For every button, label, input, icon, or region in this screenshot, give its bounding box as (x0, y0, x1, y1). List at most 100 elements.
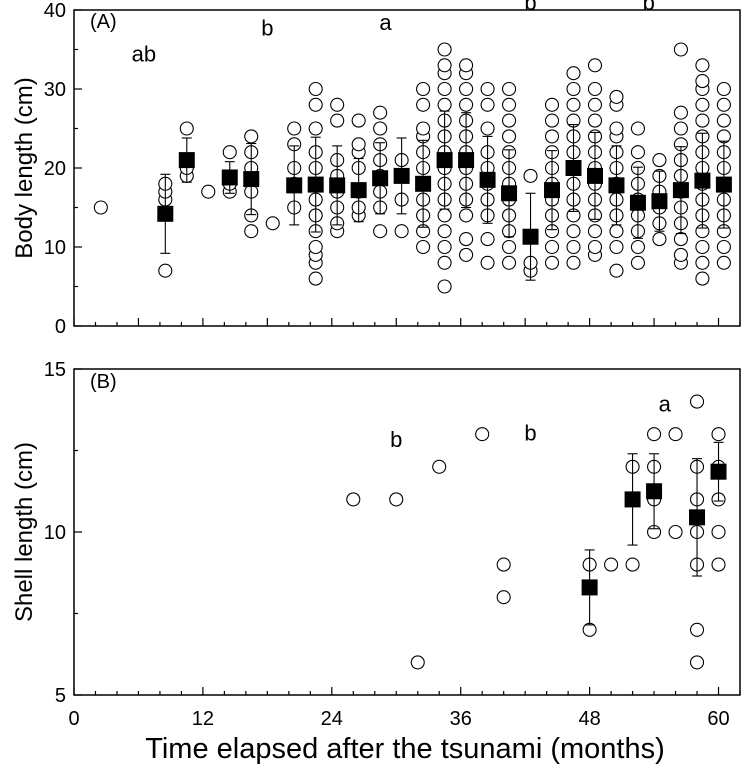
mean-marker (501, 185, 518, 202)
data-point (416, 121, 431, 136)
data-point (695, 74, 710, 89)
mean-marker (581, 579, 598, 596)
x-axis-title: Time elapsed after the tsunami (months) (145, 733, 665, 765)
data-point (501, 81, 517, 97)
panel-label: (B) (90, 371, 117, 393)
data-point (201, 184, 216, 199)
data-point (695, 271, 710, 286)
mean-marker (243, 171, 260, 188)
data-point (689, 655, 705, 670)
y-tick-label: 40 (44, 0, 66, 22)
data-point (711, 524, 726, 540)
data-point (410, 655, 425, 670)
data-point (501, 239, 517, 255)
mean-marker (672, 182, 689, 199)
data-point (459, 247, 474, 262)
mean-marker (544, 182, 561, 199)
data-point (566, 81, 581, 97)
data-point (480, 255, 495, 270)
data-point (437, 255, 452, 270)
data-point (544, 129, 560, 144)
y-tick-label: 10 (44, 522, 66, 544)
data-point (308, 81, 323, 97)
data-point (416, 239, 431, 255)
y-tick-label: 5 (55, 685, 66, 707)
x-tick-label: 36 (450, 708, 472, 730)
mean-marker (522, 228, 539, 245)
significance-letter: b (390, 427, 402, 452)
data-point (308, 121, 323, 136)
data-point (330, 113, 345, 128)
mean-marker (415, 175, 432, 192)
data-point (609, 239, 624, 255)
data-point (459, 81, 474, 97)
data-point (244, 129, 259, 144)
data-point (373, 121, 388, 136)
data-point (308, 271, 323, 286)
significance-letter: b (524, 0, 536, 15)
data-point (432, 459, 447, 474)
data-point (501, 255, 517, 270)
data-point (480, 97, 495, 112)
mean-marker (479, 171, 496, 188)
data-point (437, 239, 452, 255)
data-point (716, 255, 731, 270)
data-point (179, 121, 194, 136)
data-point (480, 121, 495, 136)
data-point (496, 557, 511, 572)
y-tick-label: 30 (44, 79, 66, 101)
mean-marker (715, 176, 732, 193)
mean-marker (565, 160, 582, 176)
data-point (711, 427, 726, 442)
data-point (695, 239, 710, 255)
data-point (587, 58, 603, 73)
significance-letter: b (261, 15, 273, 40)
data-point (689, 394, 705, 409)
data-point (544, 97, 560, 112)
significance-letter: a (659, 391, 672, 416)
data-point (459, 208, 474, 223)
mean-marker (286, 177, 303, 194)
y-axis-title: Body length (cm) (11, 77, 38, 258)
data-point (566, 255, 581, 270)
data-point (668, 524, 683, 540)
mean-marker (393, 167, 410, 184)
mean-marker (372, 170, 389, 187)
mean-marker (221, 169, 238, 186)
data-point (416, 81, 431, 97)
data-point (496, 590, 511, 605)
data-point (673, 105, 688, 120)
data-point (544, 113, 560, 128)
data-point (244, 224, 259, 239)
data-point (480, 232, 495, 247)
data-point (566, 66, 581, 81)
significance-letter: b (524, 421, 536, 446)
data-point (459, 58, 474, 73)
data-point (394, 224, 409, 239)
data-point (604, 557, 619, 572)
data-point (652, 153, 667, 168)
data-point (523, 168, 538, 183)
data-point (647, 427, 662, 442)
data-point (437, 208, 452, 223)
data-point (475, 427, 490, 442)
data-point (566, 224, 581, 239)
mean-marker (608, 177, 625, 194)
panel-label: (A) (90, 11, 117, 33)
x-tick-label: 24 (321, 708, 343, 730)
data-point (437, 279, 452, 294)
data-point (544, 255, 560, 270)
data-point (459, 97, 474, 112)
data-point (566, 239, 581, 255)
data-point (609, 224, 624, 239)
data-point (566, 97, 581, 112)
y-tick-label: 10 (44, 237, 66, 259)
mean-marker (651, 193, 668, 210)
data-point (346, 492, 361, 507)
data-point (673, 121, 688, 136)
data-point (265, 216, 280, 231)
data-point (652, 232, 667, 247)
data-point (673, 247, 688, 262)
data-point (501, 97, 517, 112)
